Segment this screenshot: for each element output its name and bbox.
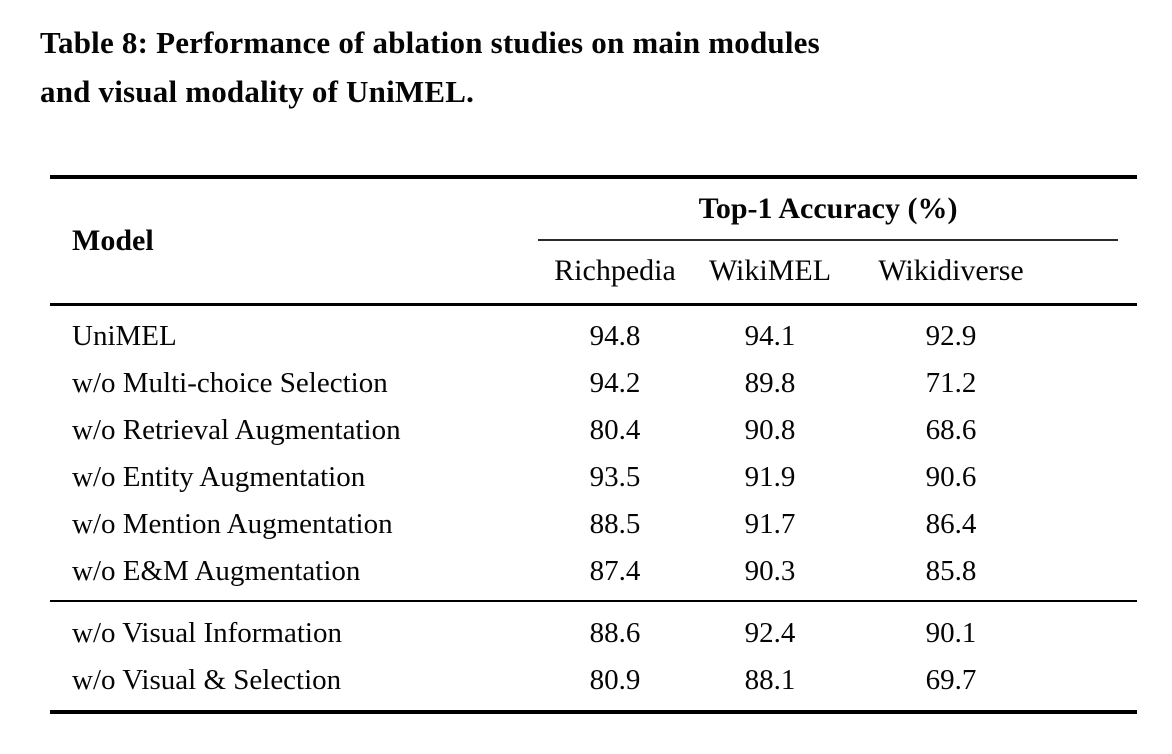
- cell-richpedia: 88.5: [589, 507, 641, 540]
- cell-wikimel: 92.4: [744, 616, 796, 649]
- col-header-wikidiverse: Wikidiverse: [878, 254, 1024, 287]
- cell-wikimel: 90.8: [744, 413, 796, 446]
- table-row-wo-mention: w/o Mention Augmentation 88.5 91.7 86.4: [50, 500, 1137, 547]
- col-header-wikimel: WikiMEL: [708, 254, 832, 287]
- group-header-label: Top-1 Accuracy (%): [538, 179, 1118, 241]
- cell-wikimel: 91.7: [744, 507, 796, 540]
- table-row-wo-visual-selection: w/o Visual & Selection 80.9 88.1 69.7: [50, 656, 1137, 712]
- row-label: w/o Visual Information: [72, 616, 342, 649]
- table-row-wo-entity: w/o Entity Augmentation 93.5 91.9 90.6: [50, 453, 1137, 500]
- table-row-wo-visual-info: w/o Visual Information 88.6 92.4 90.1: [50, 601, 1137, 656]
- row-label: w/o Visual & Selection: [72, 663, 342, 696]
- row-label: w/o E&M Augmentation: [72, 554, 361, 587]
- group-header-row: Model Top-1 Accuracy (%): [50, 177, 1137, 257]
- cell-wikidiverse: 69.7: [925, 663, 977, 696]
- row-label: w/o Retrieval Augmentation: [72, 413, 401, 446]
- col-header-richpedia: Richpedia: [554, 254, 676, 287]
- caption-line-1: Table 8: Performance of ablation studies…: [40, 25, 820, 60]
- cell-richpedia: 87.4: [589, 554, 641, 587]
- table-row-wo-em: w/o E&M Augmentation 87.4 90.3 85.8: [50, 547, 1137, 601]
- cell-wikimel: 89.8: [744, 366, 796, 399]
- caption-line-2: and visual modality of UniMEL.: [40, 74, 475, 109]
- table-row-wo-multichoice: w/o Multi-choice Selection 94.2 89.8 71.…: [50, 359, 1137, 406]
- table-caption: Table 8: Performance of ablation studies…: [40, 18, 1150, 116]
- row-label: w/o Multi-choice Selection: [72, 366, 388, 399]
- cell-wikidiverse: 85.8: [925, 554, 977, 587]
- cell-richpedia: 94.8: [589, 319, 641, 352]
- col-header-model: Model: [72, 224, 154, 257]
- cell-wikimel: 88.1: [744, 663, 796, 696]
- cell-richpedia: 80.9: [589, 663, 641, 696]
- cell-wikidiverse: 90.1: [925, 616, 977, 649]
- row-label: w/o Entity Augmentation: [72, 460, 366, 493]
- cell-wikimel: 91.9: [744, 460, 796, 493]
- row-label: UniMEL: [72, 319, 177, 352]
- main-modules-section: UniMEL 94.8 94.1 92.9 w/o Multi-choice S…: [50, 305, 1137, 601]
- cell-wikimel: 90.3: [744, 554, 796, 587]
- cell-wikidiverse: 90.6: [925, 460, 977, 493]
- cell-wikidiverse: 68.6: [925, 413, 977, 446]
- row-label: w/o Mention Augmentation: [72, 507, 393, 540]
- cell-wikidiverse: 86.4: [925, 507, 977, 540]
- ablation-results-table: Model Top-1 Accuracy (%) Richpedia WikiM…: [50, 175, 1137, 714]
- cell-wikidiverse: 92.9: [925, 319, 977, 352]
- cell-wikimel: 94.1: [744, 319, 796, 352]
- table-row-unimel: UniMEL 94.8 94.1 92.9: [50, 305, 1137, 360]
- col-group-header-top1-accuracy: Top-1 Accuracy (%): [535, 177, 1137, 241]
- table-header: Model Top-1 Accuracy (%) Richpedia WikiM…: [50, 177, 1137, 305]
- table-row-wo-retrieval: w/o Retrieval Augmentation 80.4 90.8 68.…: [50, 406, 1137, 453]
- cell-richpedia: 88.6: [589, 616, 641, 649]
- cell-richpedia: 94.2: [589, 366, 641, 399]
- cell-wikidiverse: 71.2: [925, 366, 977, 399]
- cell-richpedia: 80.4: [589, 413, 641, 446]
- sub-header-row: Richpedia WikiMEL Wikidiverse: [50, 241, 1137, 305]
- visual-modality-section: w/o Visual Information 88.6 92.4 90.1 w/…: [50, 601, 1137, 712]
- cell-richpedia: 93.5: [589, 460, 641, 493]
